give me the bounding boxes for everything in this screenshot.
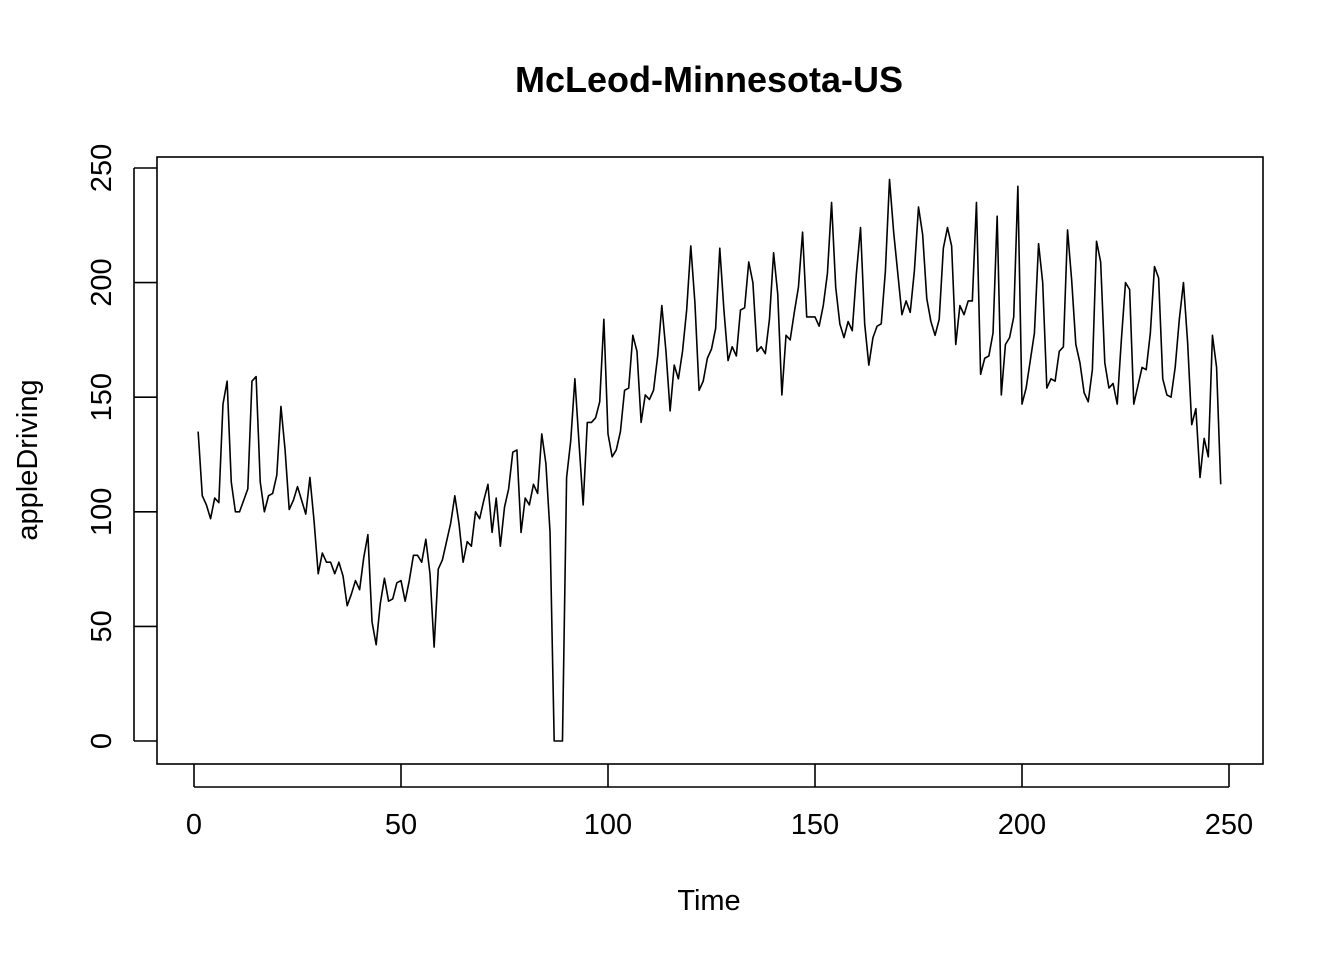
y-tick-label: 50	[86, 610, 118, 642]
y-tick-label: 200	[86, 258, 118, 306]
x-tick-label: 200	[998, 809, 1046, 841]
y-tick-label: 150	[86, 373, 118, 421]
x-tick-label: 100	[584, 809, 632, 841]
x-axis: 0 50 100 150 200 250	[186, 764, 1253, 841]
x-tick-label: 250	[1205, 809, 1253, 841]
series-layer	[197, 178, 1222, 742]
x-axis-label: Time	[677, 885, 740, 917]
x-tick-label: 150	[791, 809, 839, 841]
y-tick-label: 0	[86, 733, 118, 749]
y-tick-label: 100	[86, 488, 118, 536]
plot-frame	[156, 156, 1264, 765]
chart-title: McLeod-Minnesota-US	[515, 59, 903, 100]
series-line	[197, 178, 1222, 742]
x-tick-label: 0	[186, 809, 202, 841]
x-tick-label: 50	[385, 809, 417, 841]
y-axis: 0 50 100 150 200 250	[86, 144, 157, 749]
y-axis-label: appleDriving	[12, 379, 44, 540]
y-tick-label: 250	[86, 144, 118, 192]
